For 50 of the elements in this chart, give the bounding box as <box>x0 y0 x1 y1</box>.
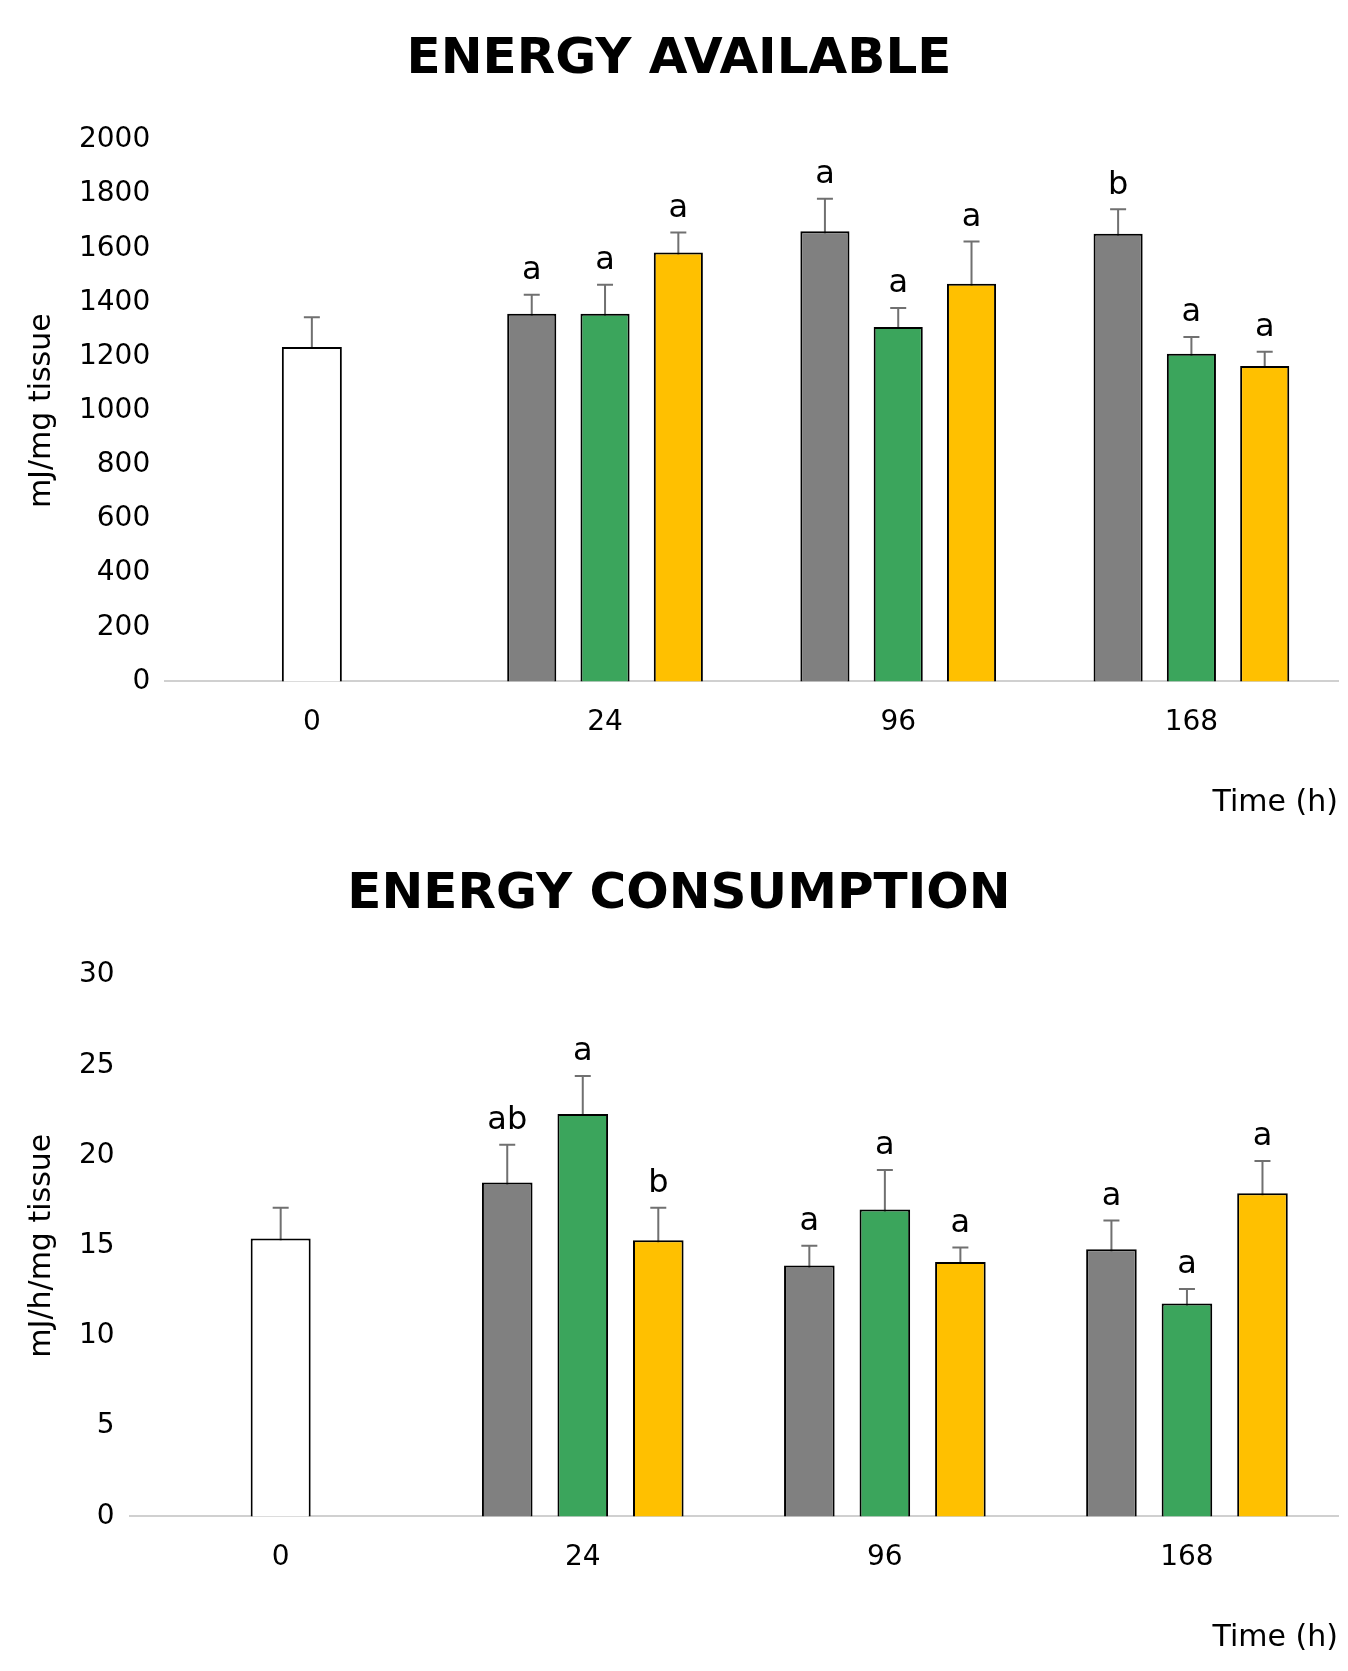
data-label: a <box>1181 291 1202 330</box>
y-axis-title: mJ/mg tissue <box>21 313 57 509</box>
x-tick-label: 168 <box>1160 1539 1214 1573</box>
data-label: a <box>888 262 909 301</box>
x-tick-label: 96 <box>867 1539 903 1573</box>
data-label: a <box>1101 1174 1122 1213</box>
y-tick-label: 1200 <box>78 337 151 371</box>
data-label: a <box>875 1124 895 1163</box>
data-label: a <box>595 239 615 278</box>
y-tick-label: 800 <box>96 446 151 480</box>
x-axis-title: Time (h) <box>1211 782 1338 818</box>
data-label: a <box>1177 1243 1197 1282</box>
y-tick-label: 1400 <box>78 283 151 317</box>
data-label: a <box>572 1030 593 1069</box>
data-label: a <box>799 1200 820 1239</box>
y-tick-label: 10 <box>78 1317 115 1351</box>
chart-title: ENERGY AVAILABLE <box>406 26 952 85</box>
y-tick-label: 15 <box>78 1226 115 1260</box>
y-tick-label: 1000 <box>78 391 151 425</box>
data-label: a <box>815 153 835 192</box>
y-tick-label: 5 <box>96 1407 115 1441</box>
y-tick-label: 1800 <box>78 175 151 209</box>
y-tick-label: 0 <box>96 1497 115 1531</box>
data-label: a <box>1254 306 1275 344</box>
data-label: a <box>950 1201 971 1240</box>
x-tick-label: 24 <box>587 704 623 738</box>
y-tick-label: 20 <box>78 1136 115 1170</box>
x-tick-label: 96 <box>880 704 917 738</box>
data-label: a <box>961 195 982 234</box>
y-tick-label: 0 <box>132 662 151 696</box>
y-tick-label: 2000 <box>78 121 151 155</box>
data-label: a <box>1252 1115 1273 1154</box>
y-tick-label: 1600 <box>78 229 151 263</box>
x-tick-label: 168 <box>1164 704 1219 738</box>
chart-title: ENERGY CONSUMPTION <box>347 861 1011 920</box>
x-tick-label: 24 <box>564 1539 601 1573</box>
y-tick-label: 600 <box>96 500 151 534</box>
data-label: ab <box>487 1098 528 1137</box>
data-label: b <box>648 1162 669 1201</box>
y-axis-title: mJ/h/mg tissue <box>21 1133 57 1358</box>
data-label: a <box>521 249 542 288</box>
x-axis-title: Time (h) <box>1211 1617 1338 1653</box>
data-label: a <box>668 186 689 225</box>
x-tick-label: 0 <box>302 704 321 738</box>
data-label: b <box>1107 163 1129 202</box>
y-tick-label: 30 <box>78 956 115 990</box>
y-tick-label: 200 <box>96 608 151 642</box>
x-tick-label: 0 <box>271 1539 290 1573</box>
y-tick-label: 400 <box>96 554 151 588</box>
y-tick-label: 25 <box>78 1046 115 1080</box>
